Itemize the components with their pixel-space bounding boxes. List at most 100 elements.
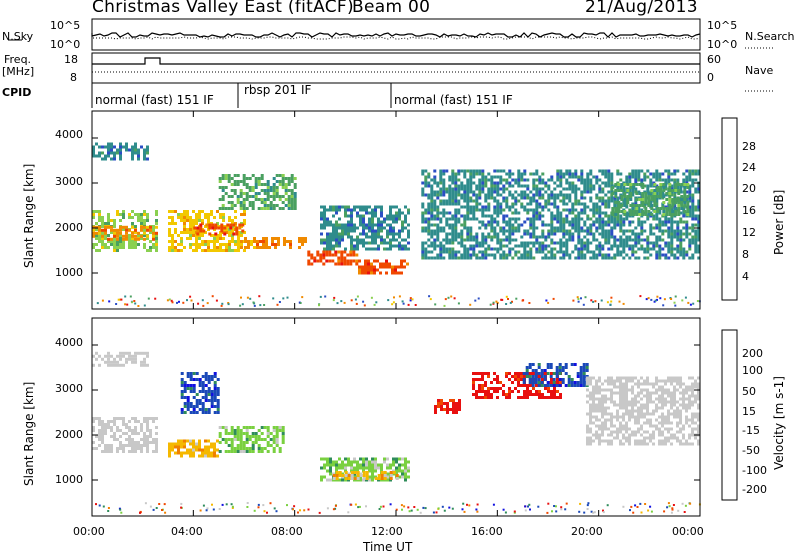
data-cell: [174, 228, 177, 231]
data-cell: [436, 244, 440, 248]
data-cell: [440, 408, 443, 411]
noise-cell: [336, 302, 339, 305]
data-cell: [213, 237, 216, 240]
data-cell: [613, 223, 617, 227]
data-cell: [685, 406, 688, 410]
data-cell: [637, 169, 641, 173]
data-cell: [490, 253, 494, 257]
data-cell: [625, 235, 629, 239]
noise-cell: [653, 300, 656, 303]
data-cell: [266, 432, 270, 435]
noise-cell: [212, 508, 215, 511]
data-cell: [365, 463, 368, 467]
data-cell: [421, 250, 425, 254]
data-cell: [671, 210, 675, 213]
data-cell: [496, 169, 500, 173]
data-cell: [394, 268, 397, 272]
data-cell: [454, 172, 458, 176]
data-cell: [611, 186, 615, 189]
data-cell: [260, 207, 264, 210]
data-cell: [526, 384, 529, 387]
data-cell: [113, 363, 116, 367]
data-cell: [493, 208, 497, 212]
data-cell: [571, 211, 575, 215]
data-cell: [424, 169, 428, 173]
data-cell: [577, 229, 581, 233]
data-cell: [586, 247, 590, 251]
data-cell: [634, 382, 637, 386]
noise-cell: [119, 298, 122, 301]
data-cell: [520, 193, 524, 197]
data-cell: [559, 193, 563, 197]
data-cell: [227, 180, 231, 183]
data-cell: [559, 217, 563, 221]
data-cell: [505, 229, 509, 233]
data-cell: [466, 199, 470, 203]
data-cell: [454, 223, 458, 227]
data-cell: [472, 208, 476, 212]
data-cell: [523, 193, 527, 197]
data-cell: [659, 192, 663, 195]
data-cell: [535, 241, 539, 245]
data-cell: [561, 366, 565, 369]
data-cell: [421, 187, 425, 191]
data-cell: [260, 198, 264, 201]
data-cell: [502, 196, 506, 200]
data-cell: [183, 396, 187, 399]
data-cell: [119, 151, 122, 155]
data-cell: [192, 451, 195, 455]
data-cell: [683, 186, 687, 189]
data-cell: [610, 394, 613, 398]
data-cell: [230, 447, 234, 450]
data-cell: [337, 259, 341, 263]
data-cell: [652, 226, 656, 230]
data-cell: [454, 220, 458, 224]
data-cell: [571, 181, 575, 185]
data-cell: [541, 378, 544, 381]
data-cell: [558, 378, 562, 381]
data-cell: [625, 406, 628, 410]
data-cell: [670, 376, 673, 380]
data-cell: [320, 217, 323, 221]
data-cell: [364, 271, 367, 275]
data-cell: [697, 256, 701, 260]
noise-cell: [333, 296, 336, 299]
data-cell: [287, 195, 291, 198]
data-cell: [216, 393, 220, 396]
noise-cell: [453, 297, 456, 300]
data-cell: [601, 388, 604, 392]
data-cell: [697, 250, 701, 254]
data-cell: [233, 435, 237, 438]
data-cell: [208, 223, 212, 227]
data-cell: [254, 432, 258, 435]
data-cell: [430, 193, 434, 197]
data-cell: [104, 231, 107, 235]
data-cell: [661, 421, 664, 425]
data-cell: [355, 253, 359, 257]
data-cell: [260, 189, 264, 192]
data-cell: [195, 237, 198, 240]
data-cell: [457, 208, 461, 212]
data-cell: [484, 226, 488, 230]
data-cell: [207, 243, 210, 246]
data-cell: [134, 444, 137, 447]
data-cell: [544, 184, 548, 188]
data-cell: [526, 390, 529, 393]
data-cell: [496, 205, 500, 209]
data-cell: [661, 400, 664, 404]
data-cell: [541, 232, 545, 236]
data-cell: [368, 475, 371, 479]
data-cell: [445, 223, 449, 227]
data-cell: [625, 175, 629, 179]
data-cell: [637, 235, 641, 239]
data-cell: [694, 190, 698, 194]
data-cell: [359, 232, 362, 236]
data-cell: [140, 363, 143, 367]
data-cell: [116, 231, 119, 235]
data-cell: [451, 193, 455, 197]
data-cell: [283, 237, 286, 240]
data-cell: [558, 384, 562, 387]
data-cell: [113, 151, 116, 155]
data-cell: [214, 223, 218, 227]
data-cell: [274, 237, 277, 240]
